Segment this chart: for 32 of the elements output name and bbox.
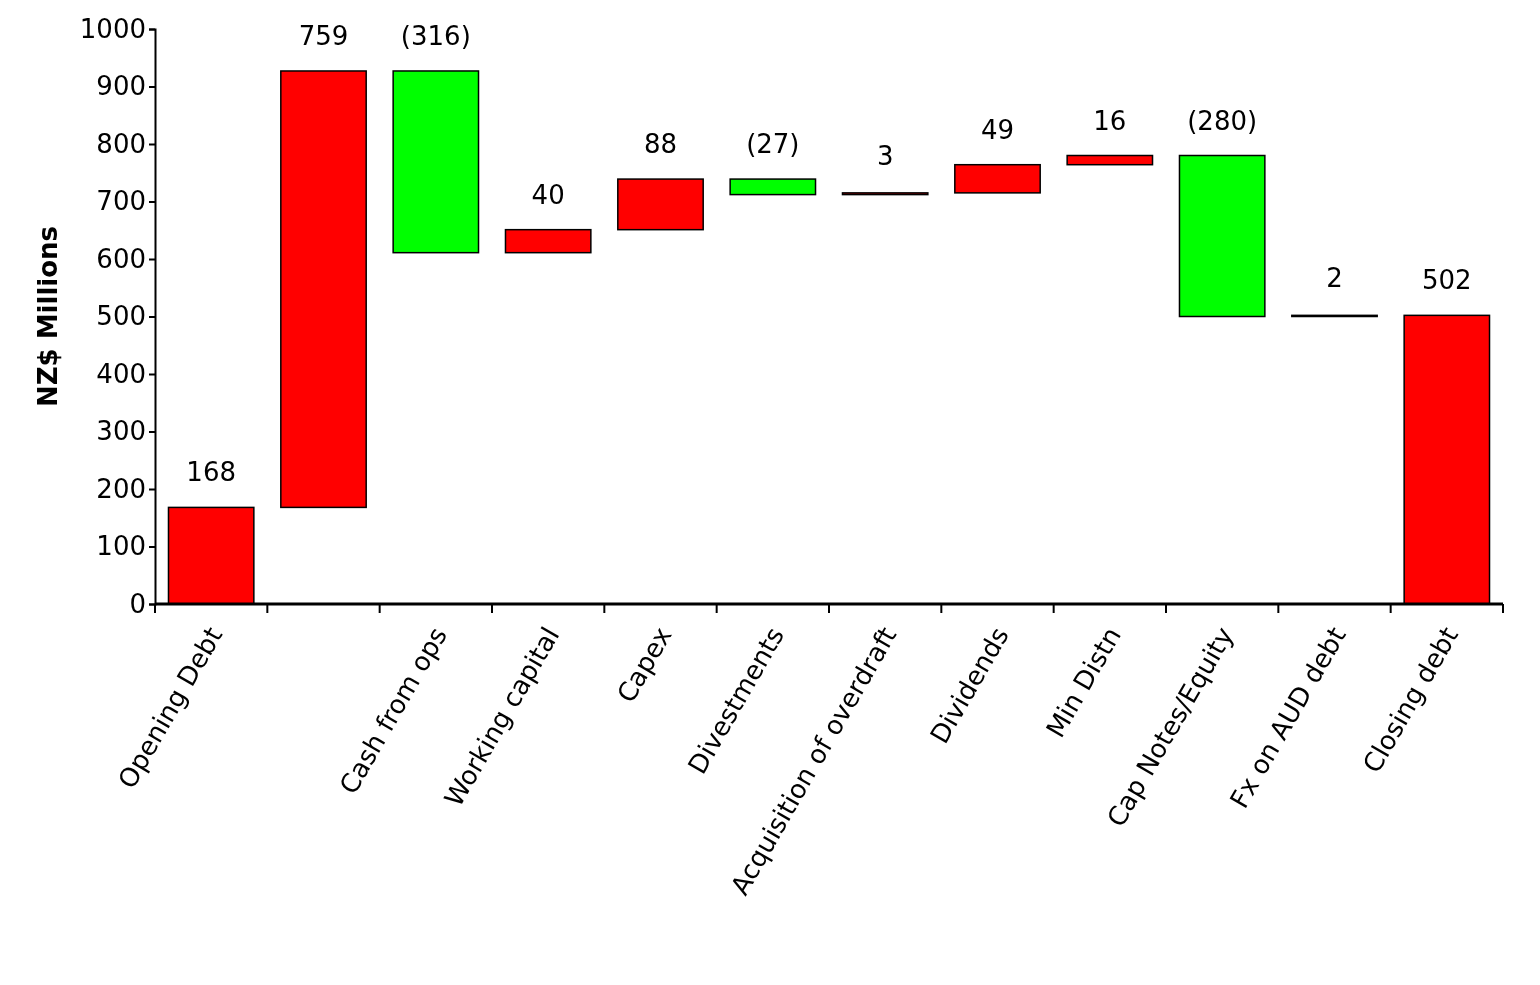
bar (1178, 154, 1266, 318)
data-label: (280) (1187, 105, 1258, 136)
data-label: (27) (746, 129, 800, 160)
y-tick-label: 1000 (79, 13, 146, 44)
data-label: 49 (980, 114, 1015, 145)
bar (1066, 154, 1154, 166)
data-label: 759 (298, 20, 349, 51)
data-label: 3 (876, 140, 894, 171)
y-tick-label: 0 (129, 588, 146, 619)
y-tick-label: 700 (96, 186, 146, 217)
y-tick-label: 200 (96, 473, 146, 504)
bar (392, 70, 480, 254)
data-label: 2 (1326, 263, 1343, 294)
bar (617, 178, 704, 231)
y-tick-label: 300 (96, 416, 146, 447)
bar (504, 228, 592, 254)
y-tick-label: 800 (96, 128, 146, 159)
data-label: 88 (643, 129, 678, 160)
y-tick-label: 500 (96, 301, 146, 332)
bar (954, 163, 1041, 194)
data-label: 502 (1422, 265, 1472, 296)
y-tick-label: 100 (96, 531, 146, 562)
y-tick-label: 600 (96, 243, 146, 274)
bar (280, 70, 367, 509)
y-axis-title: NZ$ Millions (33, 225, 63, 408)
data-label: 16 (1093, 105, 1127, 136)
data-label: 40 (531, 179, 565, 210)
y-tick-label: 400 (96, 358, 146, 389)
y-tick-label: 900 (96, 71, 146, 102)
data-label: 168 (186, 457, 236, 488)
data-label: (316) (400, 20, 471, 51)
bar (729, 178, 817, 196)
